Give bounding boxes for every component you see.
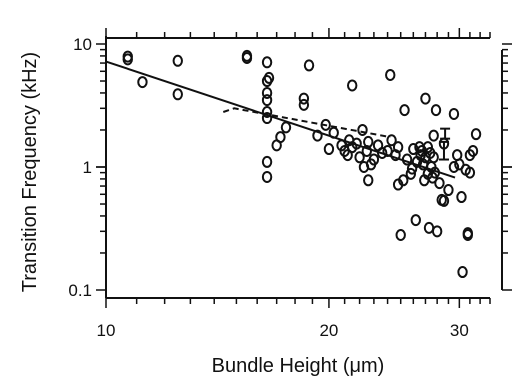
data-point [241, 51, 253, 64]
data-point [443, 184, 454, 197]
data-point [420, 92, 431, 105]
data-point [434, 177, 445, 190]
data-point [431, 225, 443, 238]
data-point [261, 86, 273, 99]
data-point [456, 191, 467, 204]
x-tick-label: 20 [319, 321, 338, 340]
data-point [346, 79, 358, 92]
data-point [280, 121, 292, 134]
data-point [405, 167, 417, 180]
data-point [261, 105, 273, 118]
x-tick-label: 10 [97, 321, 116, 340]
y-axis-label: Transition Frequency (kHz) [19, 52, 41, 292]
y-tick-label: 1 [83, 158, 92, 177]
data-point [429, 166, 441, 179]
data-point [363, 135, 374, 148]
data-point [263, 71, 275, 84]
data-point [376, 146, 388, 159]
data-point [438, 137, 450, 150]
data-point [448, 107, 460, 120]
data-point [448, 161, 460, 173]
data-point [172, 88, 183, 101]
y-tick-label: 0.1 [68, 281, 92, 300]
data-point [462, 228, 474, 241]
data-point [261, 94, 273, 107]
plot-frame [105, 36, 503, 299]
data-point [363, 174, 374, 187]
data-point [298, 92, 310, 105]
data-point [368, 153, 380, 166]
data-point [354, 151, 365, 164]
data-point [423, 221, 435, 234]
y-tick-label: 10 [73, 35, 92, 54]
data-point [328, 126, 339, 139]
data-point [410, 214, 421, 227]
data-point [392, 141, 404, 154]
data-point [320, 118, 331, 131]
data-point [261, 170, 273, 183]
data-point [470, 128, 482, 141]
axis-ticks: 10 20 30 0.1 1 10 [68, 28, 512, 340]
data-point [467, 144, 479, 157]
data-point [137, 76, 148, 89]
data-point [395, 228, 406, 241]
data-points [122, 49, 482, 279]
data-point [422, 141, 434, 154]
data-point [312, 129, 323, 142]
dashed-line [222, 107, 391, 139]
data-point [464, 166, 476, 179]
data-point [351, 137, 362, 150]
data-point [430, 104, 442, 117]
data-point [428, 129, 439, 142]
data-point [386, 134, 397, 147]
data-point [438, 194, 450, 207]
data-point [385, 68, 396, 81]
data-point [298, 98, 310, 111]
data-point [122, 53, 133, 66]
data-point [401, 153, 413, 166]
data-point [399, 104, 410, 117]
data-point [261, 56, 273, 69]
x-tick-label: 30 [450, 321, 469, 340]
data-point [457, 266, 468, 279]
data-point [172, 54, 183, 67]
data-point [261, 112, 273, 125]
regression-line [105, 60, 456, 179]
data-point [261, 155, 273, 168]
data-point [428, 151, 439, 164]
data-point [303, 59, 315, 72]
x-axis-label: Bundle Height (μm) [212, 355, 385, 377]
data-point [275, 131, 286, 144]
data-point [323, 143, 335, 156]
data-point [261, 75, 273, 88]
data-point [357, 123, 368, 136]
data-point [398, 174, 409, 187]
